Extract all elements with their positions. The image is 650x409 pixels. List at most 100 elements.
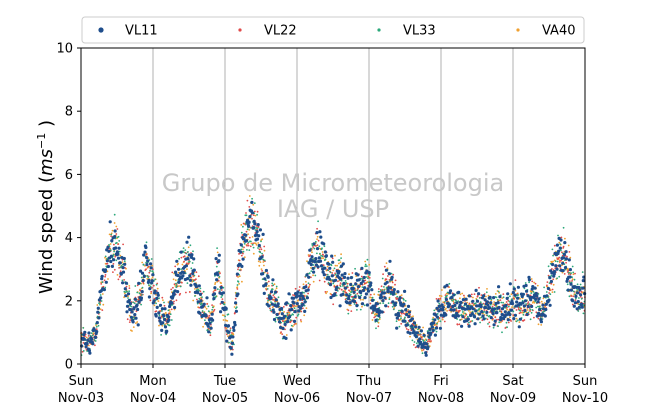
data-point bbox=[284, 336, 288, 340]
data-point bbox=[534, 282, 537, 285]
data-point bbox=[452, 293, 456, 297]
data-point bbox=[326, 265, 329, 268]
data-point bbox=[373, 293, 376, 296]
data-point bbox=[254, 242, 257, 245]
data-point bbox=[568, 295, 571, 298]
data-point bbox=[367, 281, 370, 284]
data-point bbox=[463, 294, 465, 297]
data-point bbox=[386, 288, 390, 293]
data-point bbox=[141, 261, 144, 264]
data-point bbox=[181, 274, 185, 278]
data-point bbox=[158, 324, 160, 327]
data-point bbox=[115, 259, 118, 262]
data-point bbox=[373, 316, 376, 319]
data-point bbox=[347, 309, 350, 312]
data-point bbox=[163, 307, 167, 311]
data-point bbox=[314, 274, 317, 277]
data-point bbox=[181, 281, 183, 284]
plot-frame bbox=[80, 47, 586, 365]
data-point bbox=[566, 288, 570, 292]
data-point bbox=[253, 202, 256, 205]
data-point bbox=[438, 326, 442, 330]
data-point bbox=[467, 324, 471, 328]
data-point bbox=[523, 299, 528, 303]
data-point bbox=[440, 295, 443, 298]
data-point bbox=[125, 304, 130, 308]
data-point bbox=[316, 244, 319, 247]
data-point bbox=[391, 289, 394, 291]
data-point bbox=[358, 295, 362, 300]
data-point bbox=[553, 270, 557, 274]
data-point bbox=[492, 303, 495, 306]
data-point bbox=[556, 260, 559, 263]
data-point bbox=[500, 310, 503, 313]
data-point bbox=[240, 231, 243, 234]
data-point bbox=[320, 254, 322, 257]
data-point bbox=[147, 278, 151, 282]
data-point bbox=[117, 246, 121, 250]
data-point bbox=[319, 252, 321, 255]
data-point bbox=[380, 310, 384, 314]
data-point bbox=[155, 305, 159, 309]
data-point bbox=[391, 281, 394, 284]
data-point bbox=[213, 308, 216, 311]
data-point bbox=[361, 286, 364, 288]
data-point bbox=[199, 290, 202, 293]
data-point bbox=[154, 278, 157, 281]
data-point bbox=[339, 282, 342, 284]
data-point bbox=[407, 314, 411, 319]
data-point bbox=[419, 340, 423, 344]
data-point bbox=[582, 312, 585, 315]
data-point bbox=[321, 247, 323, 250]
data-point bbox=[141, 286, 144, 289]
data-point bbox=[452, 298, 455, 301]
data-point bbox=[376, 313, 378, 315]
data-point bbox=[286, 319, 290, 324]
data-point bbox=[467, 315, 469, 318]
data-point bbox=[231, 340, 234, 342]
data-point bbox=[333, 267, 336, 270]
data-point bbox=[272, 317, 277, 322]
data-point bbox=[285, 334, 288, 336]
data-point bbox=[573, 301, 578, 305]
data-point bbox=[437, 318, 440, 321]
data-point bbox=[158, 297, 160, 300]
data-point bbox=[441, 289, 443, 291]
data-point bbox=[403, 319, 407, 323]
data-point bbox=[451, 299, 453, 302]
data-point bbox=[207, 310, 210, 313]
data-point bbox=[515, 320, 518, 323]
data-point bbox=[444, 300, 446, 303]
data-point bbox=[123, 287, 127, 291]
data-point bbox=[364, 260, 367, 263]
data-point bbox=[366, 258, 369, 261]
data-point bbox=[208, 314, 211, 317]
data-point bbox=[578, 297, 580, 299]
data-point bbox=[316, 265, 320, 269]
data-point bbox=[428, 327, 432, 331]
data-point bbox=[186, 262, 188, 265]
data-point bbox=[476, 295, 479, 297]
data-point bbox=[156, 293, 160, 297]
data-point bbox=[147, 265, 150, 268]
data-point bbox=[104, 280, 108, 284]
data-point bbox=[443, 304, 446, 307]
data-point bbox=[531, 301, 534, 304]
data-point bbox=[537, 297, 541, 301]
data-point bbox=[305, 296, 309, 300]
data-point bbox=[470, 293, 473, 296]
legend-label: VL33 bbox=[403, 24, 436, 39]
data-point bbox=[248, 249, 251, 252]
data-point bbox=[209, 326, 213, 330]
data-point bbox=[344, 286, 348, 290]
data-point bbox=[247, 242, 249, 245]
data-point bbox=[485, 300, 489, 304]
data-point bbox=[133, 297, 137, 301]
data-point bbox=[517, 325, 521, 329]
x-tick-date: Nov-08 bbox=[418, 391, 464, 406]
data-point bbox=[239, 250, 243, 254]
data-point bbox=[413, 344, 415, 346]
data-point bbox=[569, 256, 572, 259]
data-point bbox=[240, 248, 243, 251]
data-point bbox=[311, 244, 314, 247]
